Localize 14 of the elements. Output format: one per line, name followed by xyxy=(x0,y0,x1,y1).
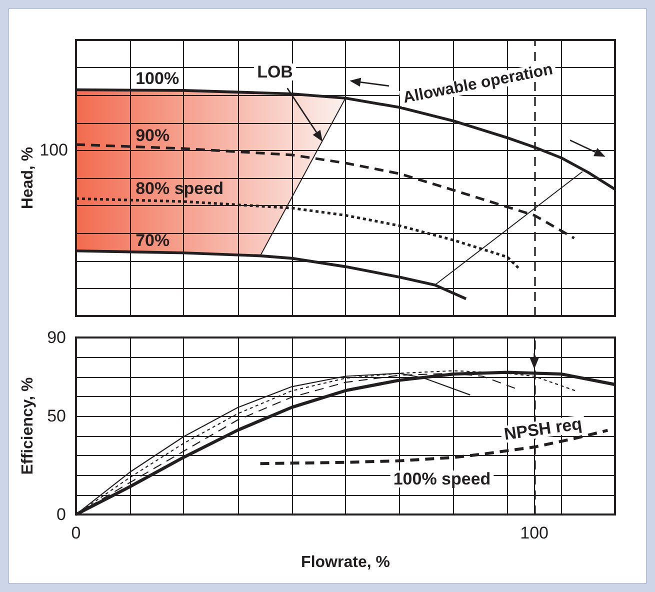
x-axis-title: Flowrate, % xyxy=(301,554,390,571)
series-label: 100% xyxy=(136,69,180,88)
annotation: 100% speed xyxy=(393,470,491,488)
y-tick-label: 90 xyxy=(47,328,66,347)
y-axis-title: Efficiency, % xyxy=(20,377,36,475)
y-tick-label: 50 xyxy=(47,406,66,426)
text: 100 xyxy=(40,140,68,160)
series-label: 70% xyxy=(136,230,170,250)
annotation: Allowable operation xyxy=(402,61,554,107)
text: LOB xyxy=(257,62,293,82)
series-label: 90% xyxy=(136,126,170,145)
y-tick-label: 0 xyxy=(56,505,66,524)
y-axis-title: Head, % xyxy=(20,146,36,210)
annotation: NPSH req xyxy=(502,414,584,444)
